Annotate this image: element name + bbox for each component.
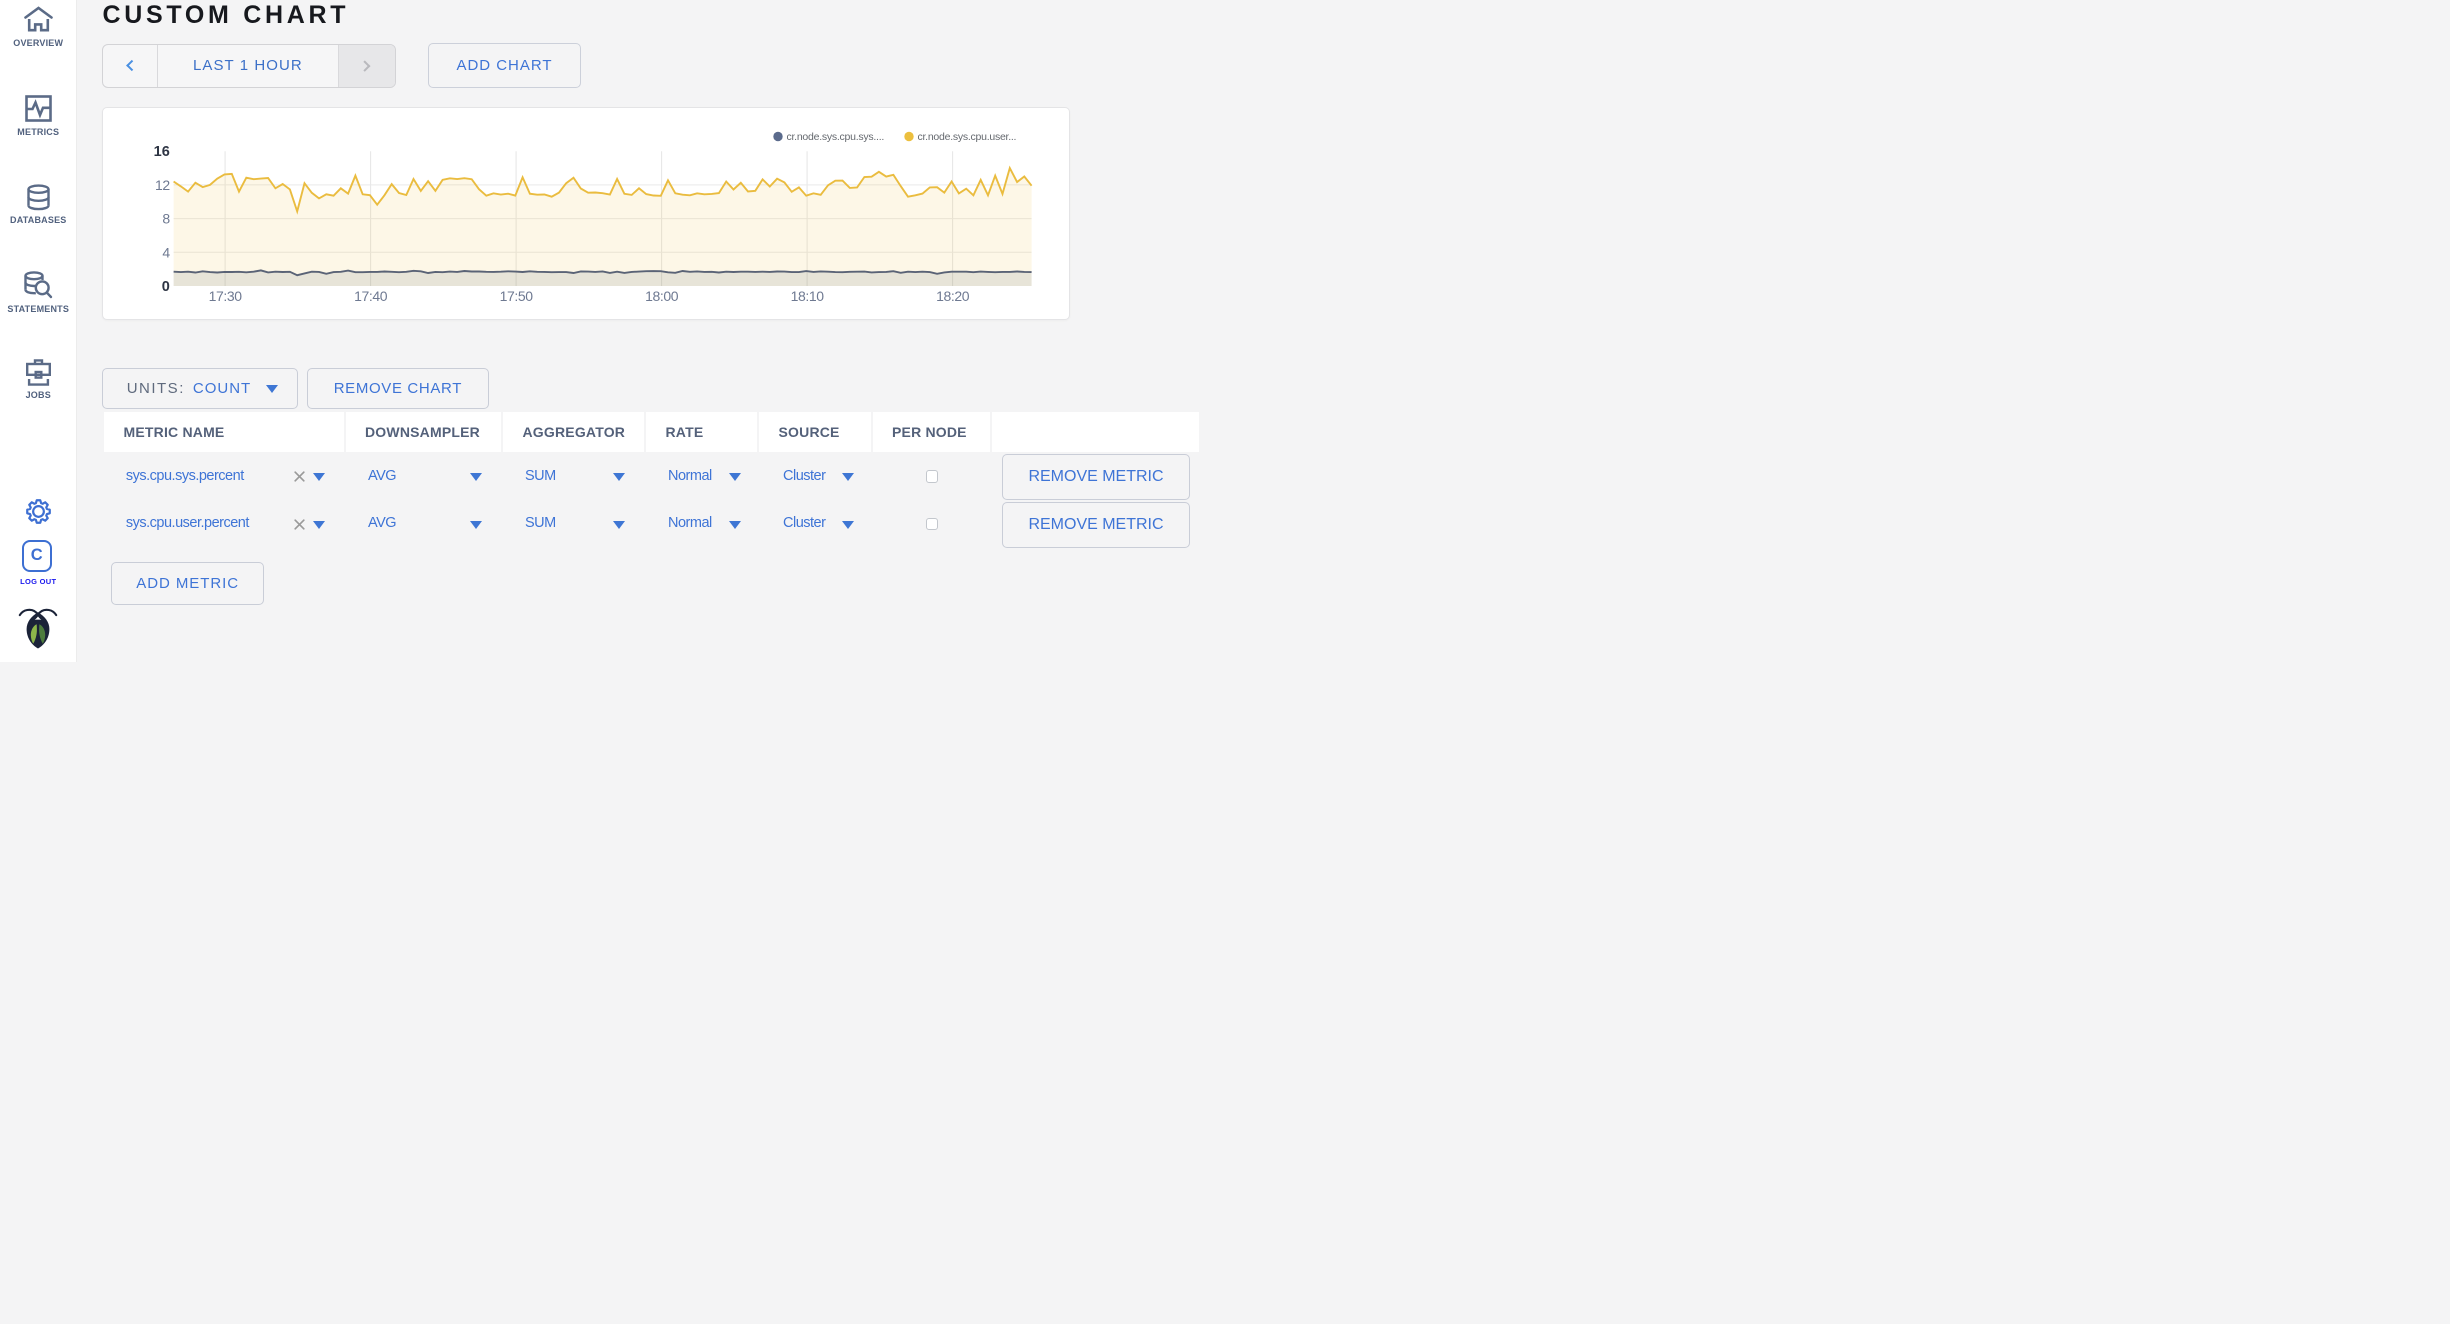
svg-text:0: 0 — [162, 279, 170, 295]
svg-text:4: 4 — [163, 244, 171, 260]
svg-text:12: 12 — [155, 177, 170, 193]
svg-text:cr.node.sys.cpu.sys....: cr.node.sys.cpu.sys.... — [787, 131, 885, 143]
svg-text:18:20: 18:20 — [936, 288, 970, 304]
svg-text:17:40: 17:40 — [354, 288, 388, 304]
svg-text:cr.node.sys.cpu.user...: cr.node.sys.cpu.user... — [918, 131, 1017, 143]
svg-text:17:30: 17:30 — [209, 288, 243, 304]
svg-text:18:00: 18:00 — [645, 288, 679, 304]
svg-text:8: 8 — [163, 211, 171, 227]
svg-text:17:50: 17:50 — [500, 288, 534, 304]
svg-text:16: 16 — [154, 144, 170, 160]
svg-text:18:10: 18:10 — [791, 288, 825, 304]
